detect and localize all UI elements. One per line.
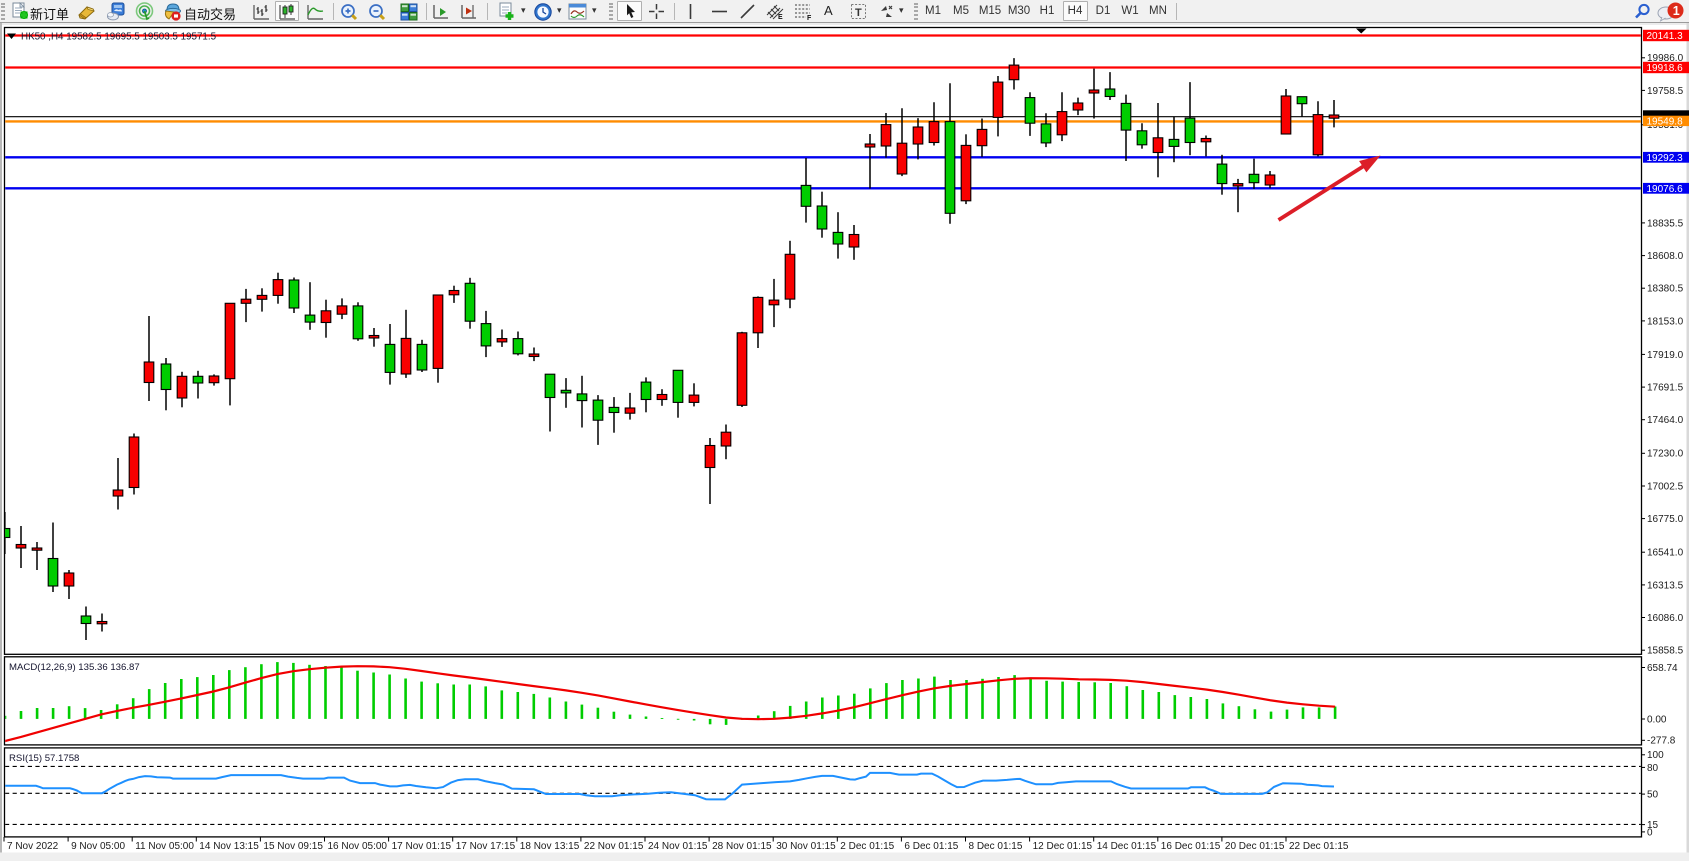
svg-text:8 Dec 01:15: 8 Dec 01:15 (969, 841, 1023, 852)
svg-text:658.74: 658.74 (1647, 663, 1678, 674)
svg-text:6 Dec 01:15: 6 Dec 01:15 (904, 841, 958, 852)
svg-text:MACD(12,26,9) 135.36 136.87: MACD(12,26,9) 135.36 136.87 (9, 662, 140, 673)
svg-text:20141.3: 20141.3 (1647, 31, 1684, 42)
svg-text:18835.5: 18835.5 (1647, 218, 1684, 229)
svg-text:19549.8: 19549.8 (1647, 117, 1684, 128)
svg-text:9 Nov 05:00: 9 Nov 05:00 (71, 841, 125, 852)
svg-text:50: 50 (1647, 790, 1659, 801)
svg-text:17 Nov 17:15: 17 Nov 17:15 (456, 841, 516, 852)
svg-text:20 Dec 01:15: 20 Dec 01:15 (1225, 841, 1285, 852)
svg-text:0: 0 (1647, 827, 1653, 838)
svg-text:30 Nov 01:15: 30 Nov 01:15 (776, 841, 836, 852)
svg-text:17464.0: 17464.0 (1647, 415, 1684, 426)
svg-text:15 Nov 09:15: 15 Nov 09:15 (263, 841, 323, 852)
svg-text:100: 100 (1647, 750, 1664, 761)
svg-text:16 Nov 05:00: 16 Nov 05:00 (328, 841, 388, 852)
svg-text:17230.0: 17230.0 (1647, 449, 1684, 460)
svg-text:17919.0: 17919.0 (1647, 350, 1684, 361)
svg-text:28 Nov 01:15: 28 Nov 01:15 (712, 841, 772, 852)
svg-text:19292.3: 19292.3 (1647, 153, 1684, 164)
svg-text:16086.0: 16086.0 (1647, 613, 1684, 624)
svg-text:24 Nov 01:15: 24 Nov 01:15 (648, 841, 708, 852)
svg-text:11 Nov 05:00: 11 Nov 05:00 (135, 841, 194, 852)
svg-text:17691.5: 17691.5 (1647, 383, 1684, 394)
svg-text:14 Nov 13:15: 14 Nov 13:15 (199, 841, 259, 852)
svg-text:F: F (807, 15, 812, 21)
svg-text:80: 80 (1647, 763, 1659, 774)
svg-text:0.00: 0.00 (1647, 714, 1667, 725)
svg-text:E: E (778, 14, 783, 21)
svg-text:19918.6: 19918.6 (1647, 63, 1684, 74)
svg-text:16775.0: 16775.0 (1647, 514, 1684, 525)
svg-text:17 Nov 01:15: 17 Nov 01:15 (392, 841, 452, 852)
svg-text:18153.0: 18153.0 (1647, 316, 1684, 327)
svg-text:19758.5: 19758.5 (1647, 86, 1684, 97)
svg-text:15858.5: 15858.5 (1647, 646, 1684, 657)
svg-text:16541.0: 16541.0 (1647, 548, 1684, 559)
svg-text:7 Nov 2022: 7 Nov 2022 (7, 841, 59, 852)
svg-text:22 Dec 01:15: 22 Dec 01:15 (1289, 841, 1349, 852)
svg-text:18 Nov 13:15: 18 Nov 13:15 (520, 841, 580, 852)
svg-text:2 Dec 01:15: 2 Dec 01:15 (840, 841, 894, 852)
svg-text:-277.8: -277.8 (1647, 736, 1676, 747)
svg-text:T: T (855, 7, 862, 19)
svg-text:18608.0: 18608.0 (1647, 251, 1684, 262)
svg-text:16313.5: 16313.5 (1647, 580, 1684, 591)
svg-text:12 Dec 01:15: 12 Dec 01:15 (1033, 841, 1093, 852)
svg-text:18380.5: 18380.5 (1647, 284, 1684, 295)
svg-text:RSI(15) 57.1758: RSI(15) 57.1758 (9, 753, 79, 764)
svg-text:22 Nov 01:15: 22 Nov 01:15 (584, 841, 644, 852)
svg-text:14 Dec 01:15: 14 Dec 01:15 (1097, 841, 1157, 852)
svg-text:16 Dec 01:15: 16 Dec 01:15 (1161, 841, 1221, 852)
svg-text:17002.5: 17002.5 (1647, 481, 1684, 492)
svg-text:HK50 ,H4 19582.5 19695.5 1950: HK50 ,H4 19582.5 19695.5 19503.5 19571.5 (21, 31, 217, 42)
svg-text:19076.6: 19076.6 (1647, 184, 1684, 195)
svg-text:15: 15 (1647, 820, 1659, 831)
svg-text:19986.0: 19986.0 (1647, 53, 1684, 64)
svg-text:1: 1 (1673, 4, 1680, 18)
